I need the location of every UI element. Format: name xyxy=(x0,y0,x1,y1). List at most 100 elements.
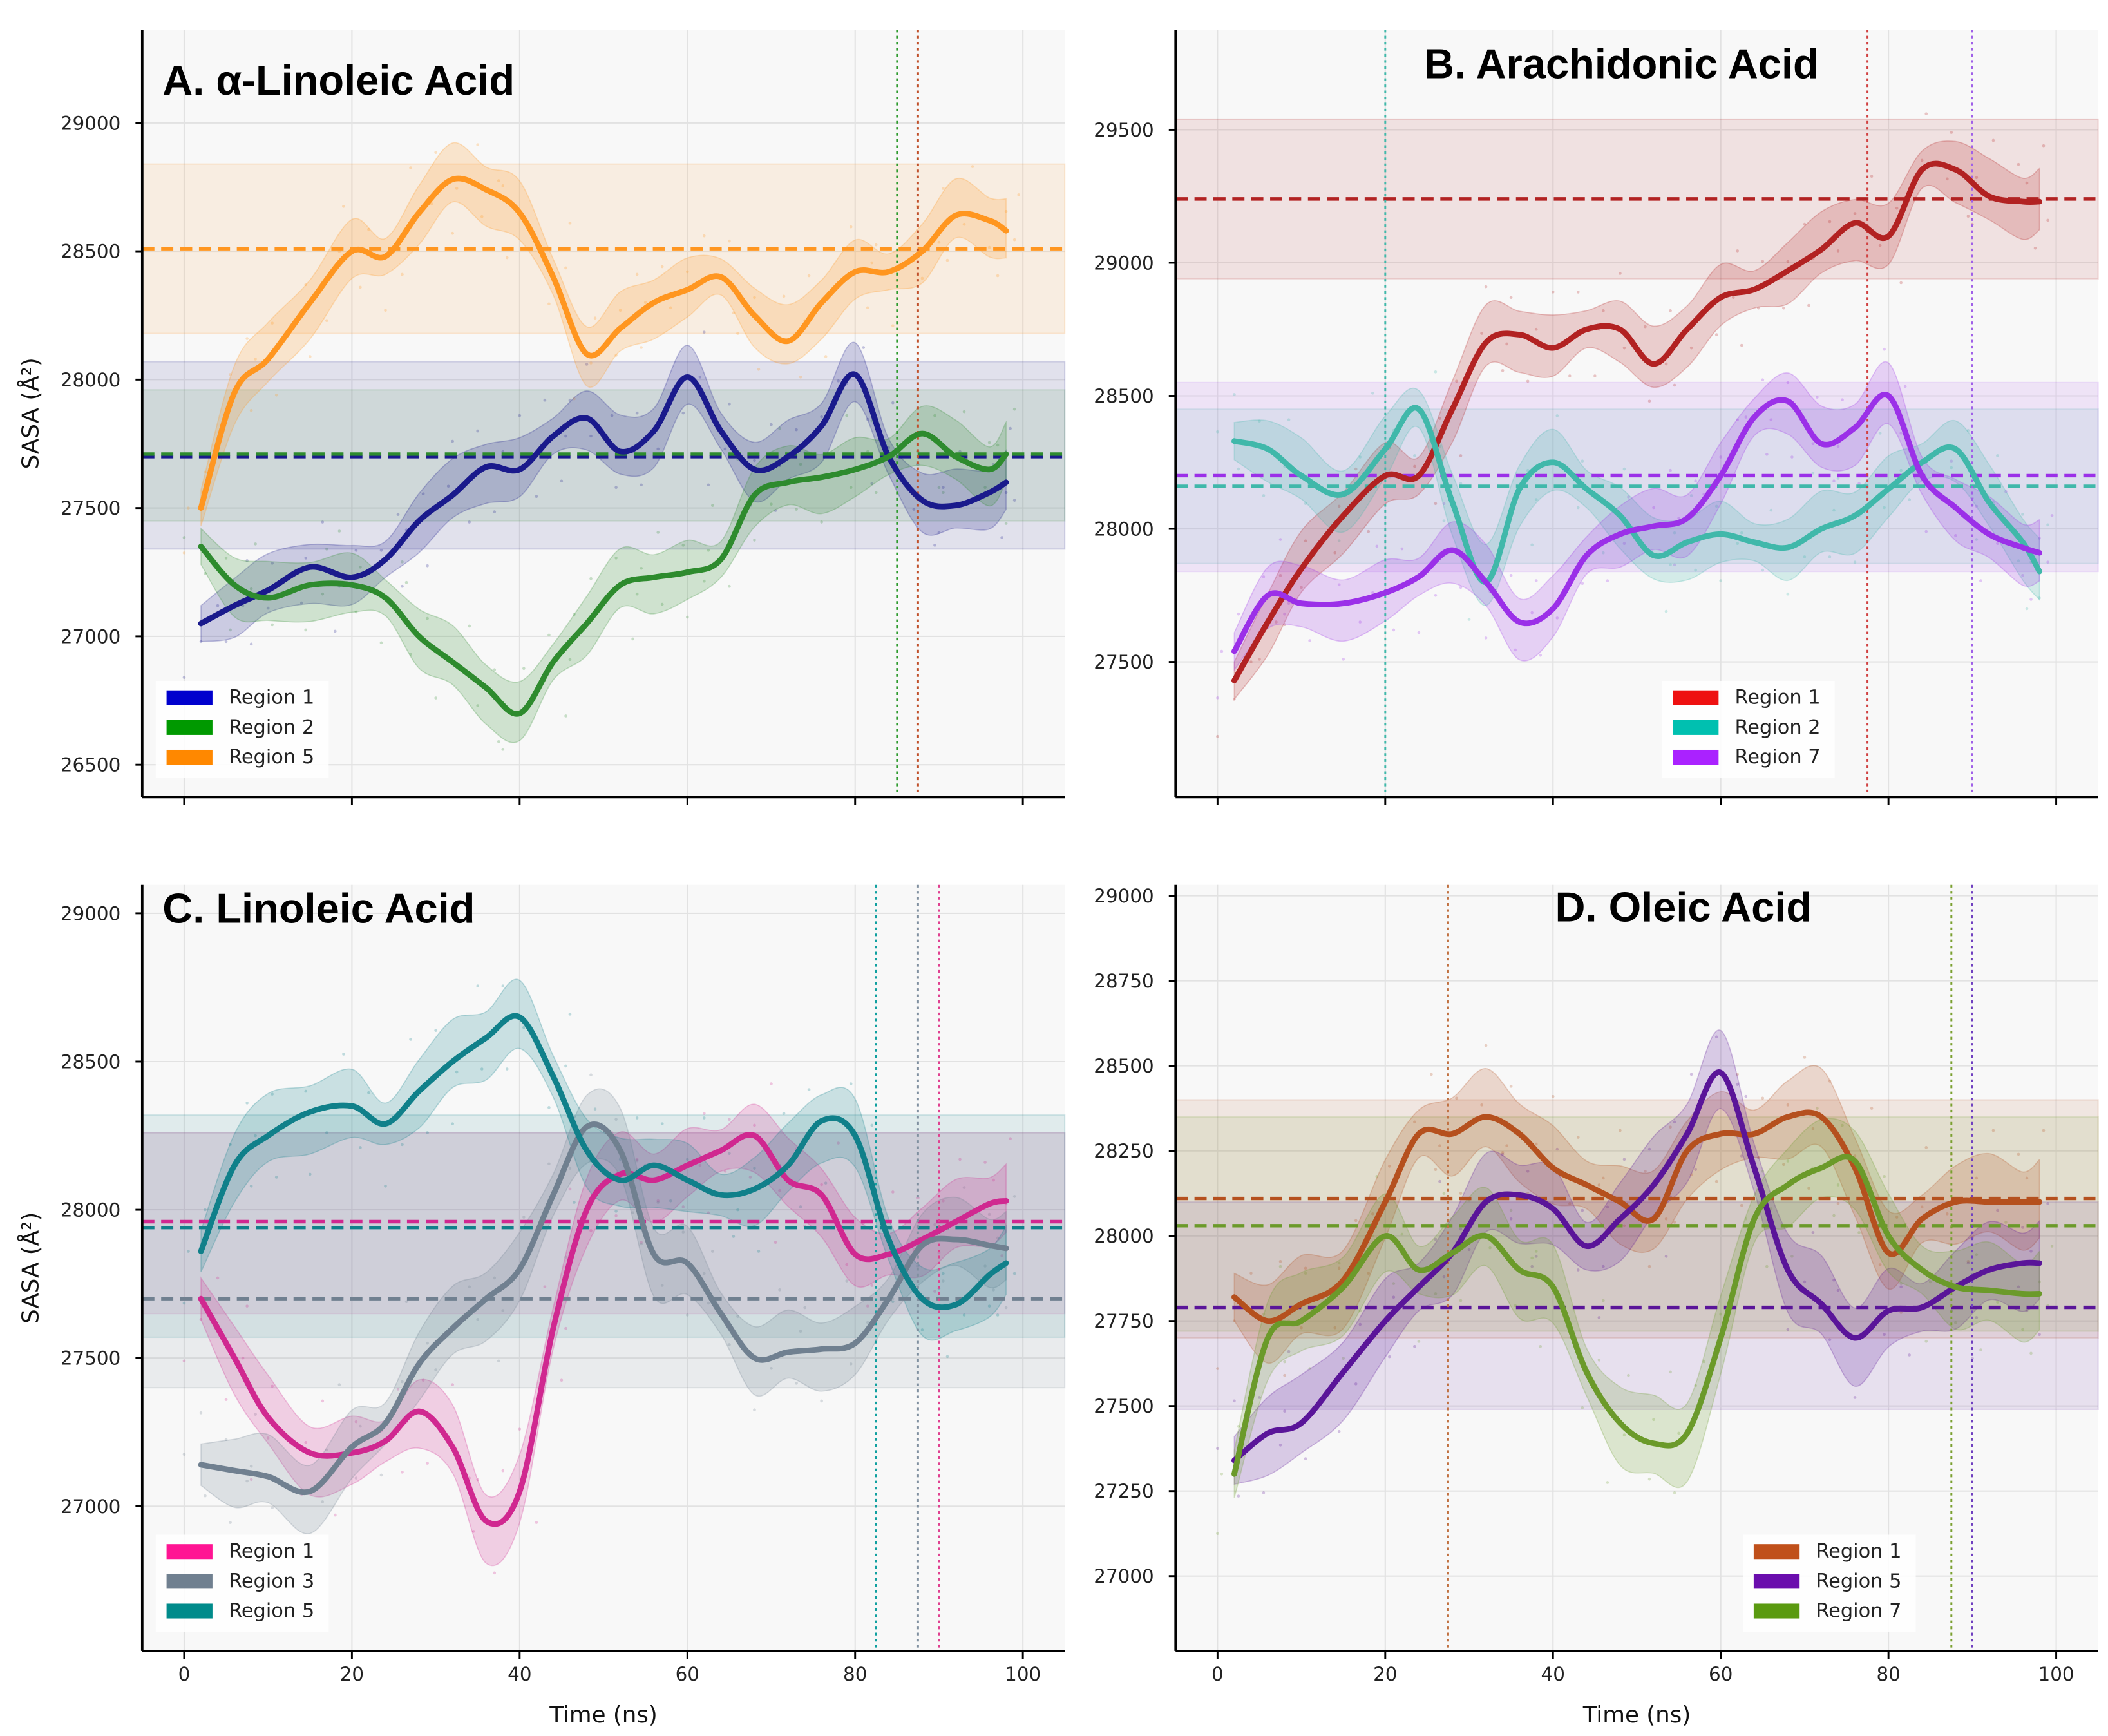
scatter-point xyxy=(1530,1256,1534,1260)
scatter-point xyxy=(1694,1384,1697,1388)
scatter-point xyxy=(1765,453,1769,456)
scatter-point xyxy=(493,668,497,672)
scatter-point xyxy=(945,258,949,262)
scatter-point xyxy=(560,479,564,483)
scatter-point xyxy=(795,1382,798,1385)
scatter-point xyxy=(224,1438,228,1442)
scatter-point xyxy=(933,1290,936,1293)
scatter-point xyxy=(1899,468,1903,472)
scatter-point xyxy=(635,1158,639,1161)
scatter-point xyxy=(1555,414,1559,417)
scatter-point xyxy=(1009,426,1012,430)
scatter-point xyxy=(1669,1370,1672,1374)
scatter-point xyxy=(589,361,593,365)
panel-3: 0 20 40 60 80 100 27000 27500 28000 28500 29000 SAS… xyxy=(16,884,1066,1728)
scatter-point xyxy=(1337,539,1341,542)
scatter-point xyxy=(1673,563,1676,567)
scatter-point xyxy=(866,450,869,453)
scatter-point xyxy=(455,187,459,190)
scatter-point xyxy=(1908,1353,1912,1357)
scatter-point xyxy=(870,1123,874,1127)
scatter-point xyxy=(1924,529,1928,533)
scatter-point xyxy=(359,1424,362,1428)
scatter-point xyxy=(497,179,500,182)
scatter-point xyxy=(1278,1259,1282,1263)
scatter-point xyxy=(249,408,253,412)
scatter-point xyxy=(505,1067,509,1071)
scatter-point xyxy=(1337,583,1341,587)
scatter-point xyxy=(564,1255,567,1259)
scatter-point xyxy=(837,1141,840,1145)
scatter-point xyxy=(1673,383,1676,387)
scatter-point xyxy=(996,443,1000,447)
scatter-point xyxy=(681,411,685,415)
scatter-point xyxy=(2025,1309,2029,1313)
scatter-point xyxy=(468,1285,471,1289)
scatter-point xyxy=(1278,1444,1282,1447)
scatter-point xyxy=(1413,454,1416,457)
scatter-point xyxy=(1769,1207,1773,1210)
scatter-point xyxy=(1950,466,1953,470)
scatter-point xyxy=(229,1143,232,1147)
x-tick-label: 100 xyxy=(1005,1663,1041,1685)
scatter-point xyxy=(401,1471,404,1474)
scatter-point xyxy=(1534,498,1538,501)
scatter-point xyxy=(962,1186,966,1189)
scatter-point xyxy=(862,346,866,349)
scatter-point xyxy=(337,249,341,253)
scatter-point xyxy=(1975,1176,1979,1180)
scatter-point xyxy=(367,227,370,231)
scatter-point xyxy=(1262,494,1266,497)
scatter-point xyxy=(476,1478,480,1482)
scatter-point xyxy=(471,1530,475,1533)
scatter-point xyxy=(707,1211,710,1215)
scatter-point xyxy=(249,587,253,591)
scatter-point xyxy=(1459,1192,1463,1195)
scatter-point xyxy=(2038,537,2041,540)
scatter-point xyxy=(1287,418,1291,421)
scatter-point xyxy=(849,486,853,490)
scatter-point xyxy=(723,1169,727,1173)
scatter-point xyxy=(1304,1457,1307,1460)
legend-swatch xyxy=(1673,720,1719,735)
plot-area xyxy=(142,30,1065,797)
scatter-point xyxy=(782,1112,786,1115)
scatter-point xyxy=(1736,249,1740,253)
scatter-point xyxy=(1577,1268,1580,1272)
scatter-point xyxy=(451,1383,454,1386)
scatter-point xyxy=(501,747,505,751)
scatter-point xyxy=(1568,1202,1572,1205)
scatter-point xyxy=(942,1279,945,1283)
scatter-point xyxy=(2017,162,2020,166)
scatter-point xyxy=(199,640,203,644)
scatter-point xyxy=(1883,1174,1886,1178)
scatter-point xyxy=(685,270,689,274)
scatter-point xyxy=(1593,374,1597,377)
scatter-point xyxy=(396,1388,400,1391)
y-tick-label: 28500 xyxy=(61,1051,120,1073)
scatter-point xyxy=(409,1038,412,1041)
scatter-point xyxy=(321,1399,325,1403)
scatter-point xyxy=(182,536,186,539)
scatter-point xyxy=(866,417,869,421)
scatter-point xyxy=(971,165,974,168)
scatter-point xyxy=(1459,1227,1463,1231)
scatter-point xyxy=(1375,544,1379,548)
scatter-point xyxy=(1459,454,1463,457)
y-tick-label: 29000 xyxy=(1094,252,1154,274)
scatter-point xyxy=(1012,238,1016,242)
scatter-point xyxy=(1004,1306,1008,1310)
scatter-point xyxy=(640,1242,643,1246)
scatter-point xyxy=(1841,398,1844,402)
scatter-point xyxy=(497,1359,500,1363)
scatter-point xyxy=(1509,574,1513,577)
scatter-point xyxy=(468,520,471,524)
x-tick-label: 80 xyxy=(843,1663,867,1685)
scatter-point xyxy=(703,330,706,334)
y-tick-label: 27000 xyxy=(61,625,120,647)
scatter-point xyxy=(1924,1146,1928,1149)
scatter-point xyxy=(1283,1373,1286,1377)
scatter-point xyxy=(1577,291,1580,294)
scatter-point xyxy=(1597,1359,1601,1362)
scatter-point xyxy=(568,658,572,662)
